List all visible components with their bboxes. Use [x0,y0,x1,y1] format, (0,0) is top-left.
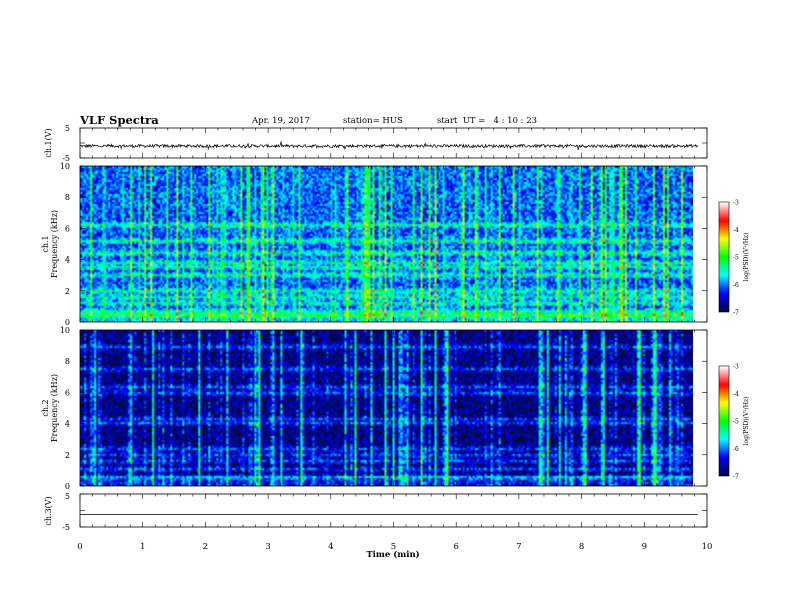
x-tick-label: 6 [453,542,458,552]
figure-title: VLF Spectra [79,113,159,127]
x-tick-label: 0 [77,542,82,552]
ch3-waveform-panel: 5 -5 ch.3(V) [44,492,708,532]
x-tick-label: 1 [140,542,145,552]
spectrogram-ytick-label: 0 [65,318,70,327]
colorbar-tick-label: -4 [733,227,739,234]
colorbar-tick-label: -7 [733,310,739,317]
ch2-spectrogram-ylabel-channel: ch.2 [41,399,50,416]
ch1-waveform-trace [79,141,698,151]
ch2-colorbar-frame [718,365,730,477]
spectrogram-ytick-label: 10 [60,162,70,171]
colorbar-tick-label: -3 [733,200,739,207]
x-tick-label: 9 [642,542,647,552]
time-ticks [79,128,708,527]
colorbar-tick-label: -7 [733,474,739,481]
ch1-ytick-bottom: -5 [62,154,70,163]
ch3-ytick-top: 5 [65,492,70,501]
date-label: Apr. 19, 2017 [251,116,310,126]
ch2-spectrogram-ylabel-frequency: Frequency (kHz) [50,374,59,442]
spectrogram-ytick-label: 8 [65,193,70,202]
ch2-spectrogram-image [80,330,693,486]
colorbar-tick-label: -6 [733,446,739,453]
x-tick-label: 8 [579,542,584,552]
ch3-waveform-ylabel: ch.3(V) [44,496,53,525]
colorbar-tick-label: -5 [733,255,739,262]
ch3-waveform-ticks [80,493,707,528]
ch1-colorbar-tick-labels: -3 -4 -5 -6 -7 [733,200,739,317]
x-axis-label: Time (min) [366,549,419,560]
ch1-waveform-ticks [80,127,707,159]
colorbar-tick-label: -3 [733,364,739,371]
x-tick-label: 4 [328,542,333,552]
ch1-spectrogram-image [80,166,693,322]
ch1-spectrogram-ylabel-channel: ch.1 [41,235,50,252]
ch1-spectrogram-ylabel-frequency: Frequency (kHz) [50,210,59,278]
start-ut-label: start UT = 4 : 10 : 23 [437,116,537,126]
ch1-waveform-panel: 5 -5 ch.1(V) [44,124,708,163]
ch2-colorbar [719,366,729,476]
spectrogram-ytick-label: 6 [65,388,70,397]
ch3-waveform-frame [79,493,708,528]
ch2-colorbar-label: log(PSD)(V²/Hz) [743,397,750,446]
spectrogram-ytick-label: 8 [65,357,70,366]
x-tick-label: 3 [265,542,270,552]
spectrogram-ytick-label: 4 [65,420,70,429]
spectrogram-ytick-label: 2 [65,451,70,460]
x-axis-tick-labels: 0 1 2 3 4 5 6 7 8 9 10 [77,542,712,552]
ch3-ytick-bottom: -5 [62,523,70,532]
ch1-colorbar-label: log(PSD)(V²/Hz) [743,233,750,282]
x-tick-label: 10 [702,542,713,552]
station-label: station= HUS [343,116,403,126]
ch1-colorbar [719,202,729,312]
colorbar-tick-label: -6 [733,282,739,289]
ch1-waveform-ylabel: ch.1(V) [44,128,53,157]
colorbar-tick-label: -4 [733,391,739,398]
spectrogram-ytick-label: 6 [65,224,70,233]
x-tick-label: 2 [203,542,208,552]
ch1-colorbar-frame [718,201,730,313]
spectrogram-ytick-label: 10 [60,326,70,335]
ch2-colorbar-tick-labels: -3 -4 -5 -6 -7 [733,364,739,481]
ch2-spectrogram-ytick-labels: 0 2 4 6 8 10 [60,326,707,491]
x-tick-label: 7 [516,542,521,552]
spectrogram-ytick-label: 2 [65,287,70,296]
spectrogram-ytick-label: 0 [65,482,70,491]
ch1-ytick-top: 5 [65,124,70,133]
x-tick-label: 5 [391,542,396,552]
colorbar-tick-label: -5 [733,419,739,426]
spectrogram-ytick-label: 4 [65,256,70,265]
ch1-spectrogram-ytick-labels: 0 2 4 6 8 10 [60,162,707,327]
